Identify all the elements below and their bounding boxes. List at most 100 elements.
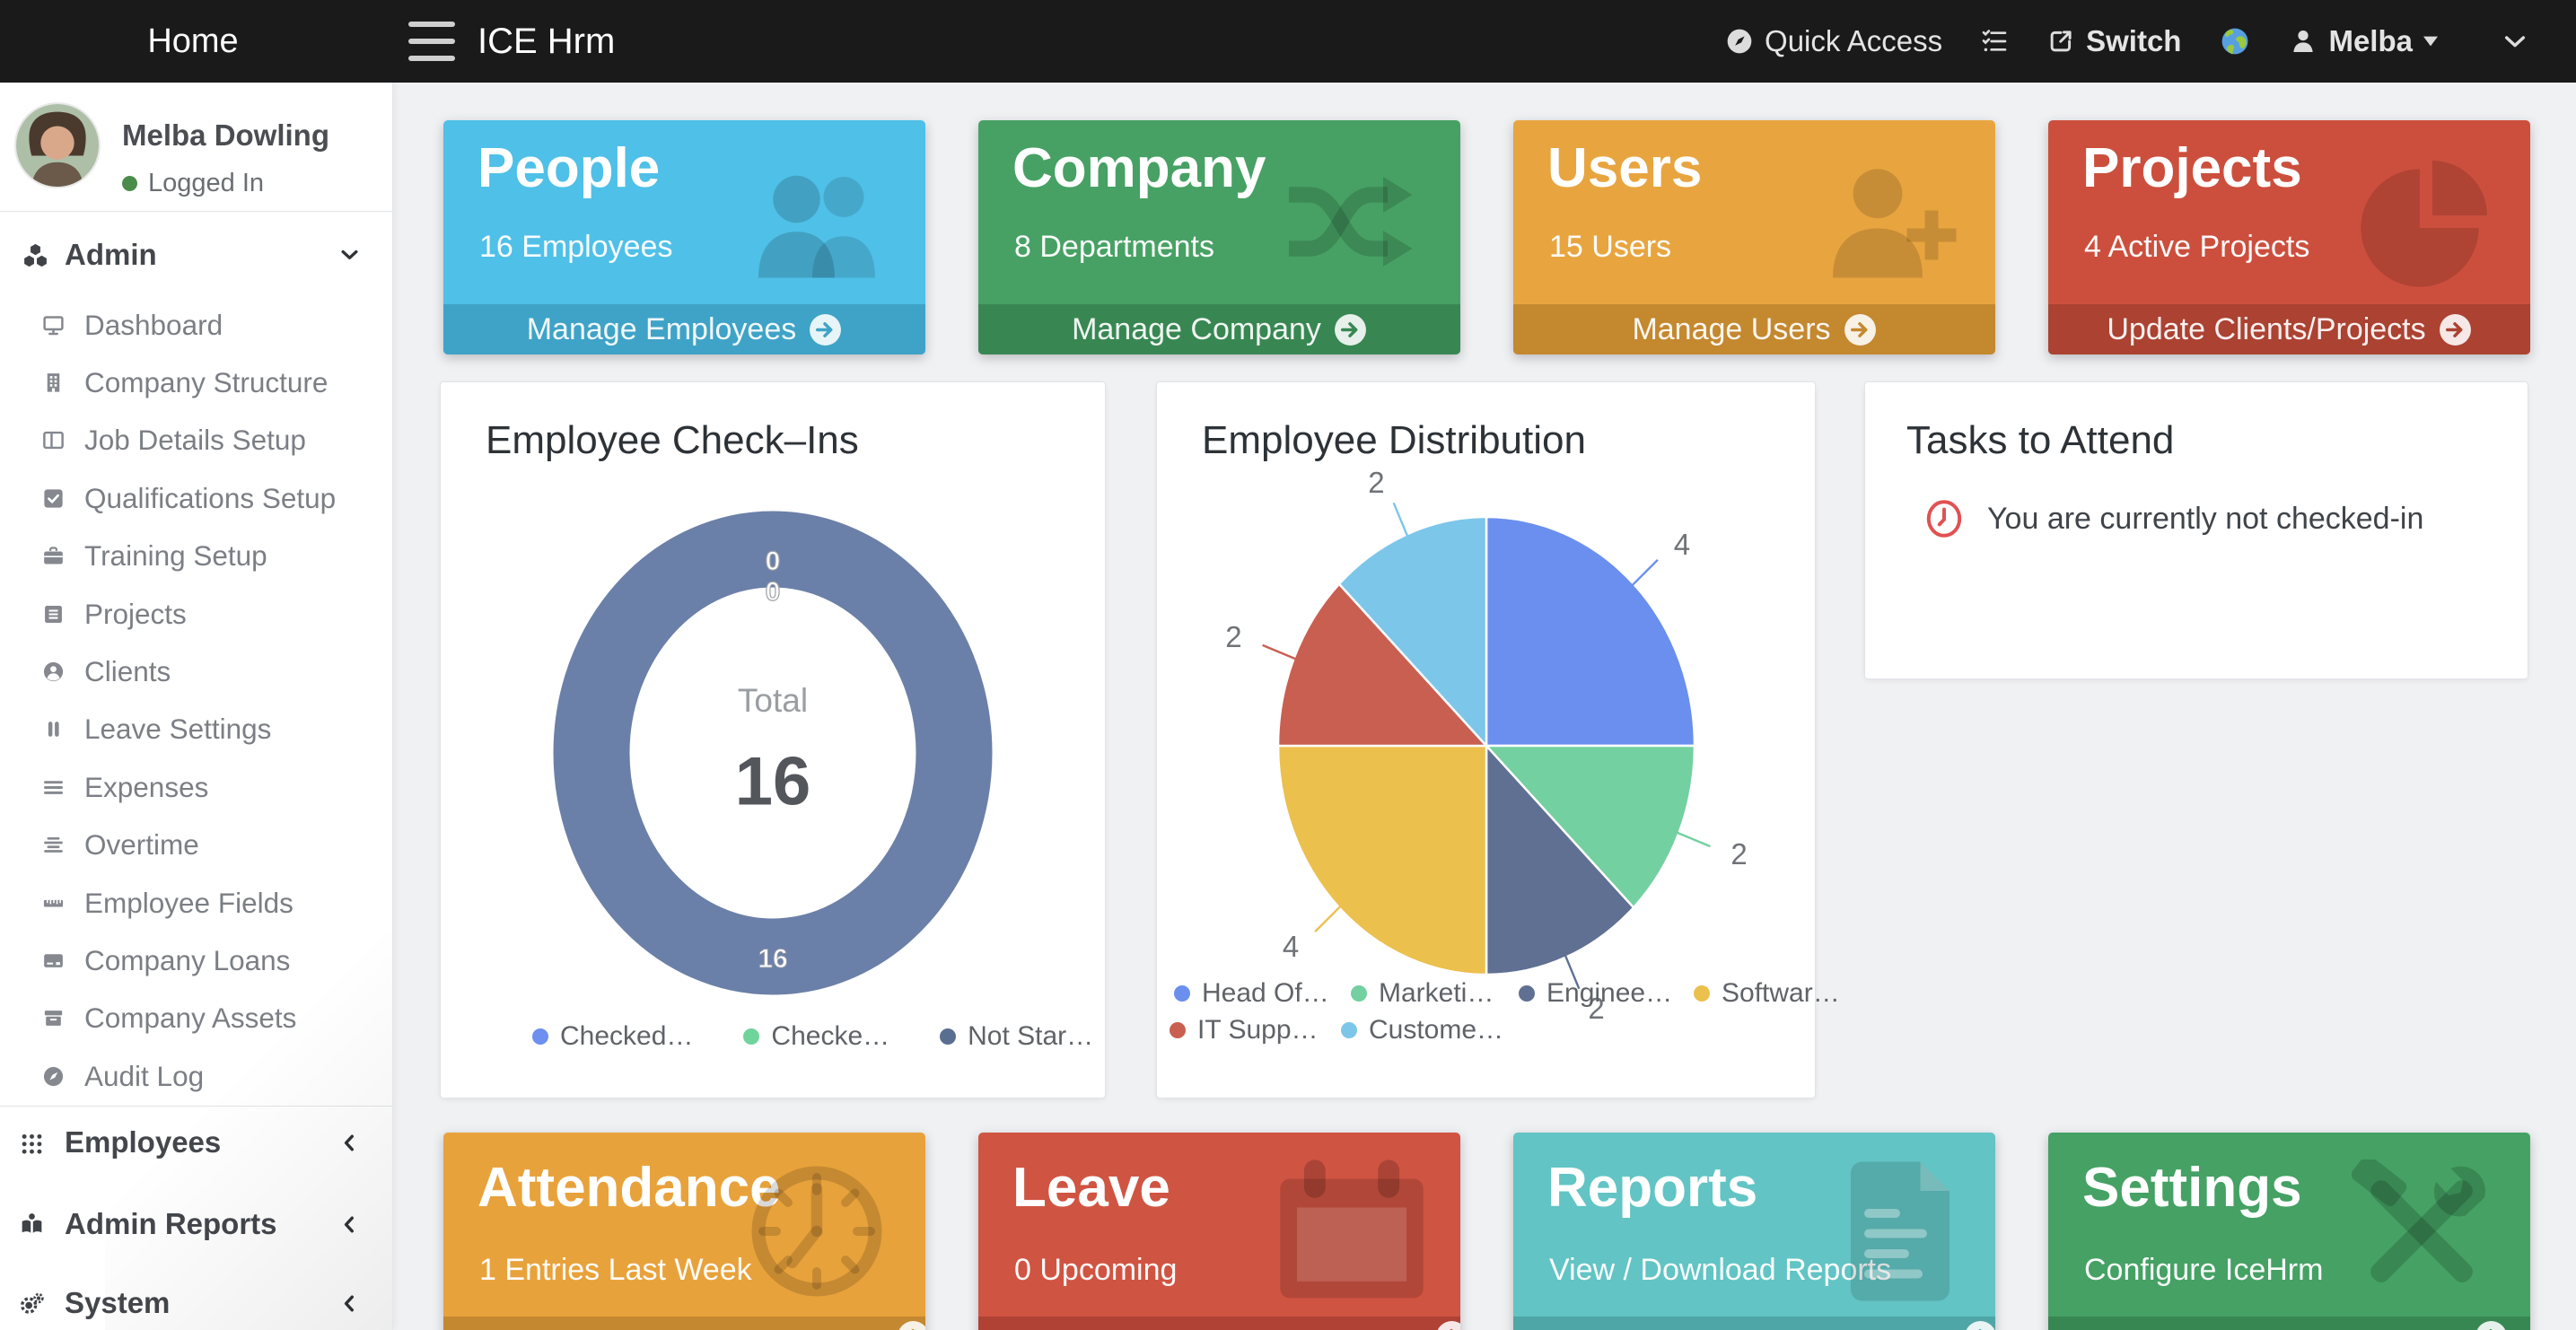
switch-button[interactable]: Switch — [2046, 24, 2181, 58]
sidebar-item-employee-fields[interactable]: Employee Fields — [0, 874, 392, 932]
card-subtitle: 15 Users — [1549, 230, 1672, 264]
sidebar-section-label: Admin Reports — [65, 1207, 277, 1240]
sidebar-item-company-assets[interactable]: Company Assets — [0, 990, 392, 1047]
donut-value-label: 0 — [765, 546, 781, 576]
card-settings[interactable]: Settings Configure IceHrm — [2048, 1133, 2530, 1330]
distribution-legend: Head Of… Marketi… Enginee… Softwar… IT S… — [1157, 382, 1840, 1098]
sidebar-item-projects[interactable]: Projects — [0, 585, 392, 643]
sidebar-section-label: Employees — [65, 1125, 222, 1159]
arrow-circle-icon — [810, 313, 842, 346]
sidebar-item-audit-log[interactable]: Audit Log — [0, 1047, 392, 1105]
legend-item[interactable]: Custome… — [1341, 1015, 1503, 1046]
card-reports[interactable]: Reports View / Download Reports — [1513, 1133, 1995, 1330]
legend-item[interactable]: Not Star… — [940, 1021, 1093, 1052]
sidebar-section-employees[interactable]: Employees — [0, 1117, 392, 1168]
switch-label: Switch — [2086, 24, 2182, 57]
sidebar-item-job-details-setup[interactable]: Job Details Setup — [0, 412, 392, 469]
distribution-pie-chart[interactable]: 4 2 2 4 2 2 — [1211, 466, 1767, 1064]
pie-slice[interactable] — [1485, 515, 1696, 748]
card-leave[interactable]: Leave 0 Upcoming — [978, 1133, 1460, 1330]
hamburger-menu-icon[interactable] — [408, 22, 455, 61]
pie-label-line — [1392, 502, 1409, 538]
caret-down-icon — [2423, 36, 2438, 47]
checkins-donut-chart[interactable]: 0 0 16 Total 16 — [495, 475, 1051, 1031]
sidebar-item-leave-settings[interactable]: Leave Settings — [0, 701, 392, 758]
card-company[interactable]: Company 8 Departments Manage Company — [978, 120, 1460, 354]
pie-chart-icon — [2361, 161, 2487, 287]
legend-item[interactable]: Enginee… — [1519, 978, 1672, 1009]
legend-label: Checked… — [560, 1021, 694, 1051]
legend-item[interactable]: Checke… — [743, 1021, 889, 1052]
user-menu[interactable]: Melba — [2289, 24, 2438, 58]
collapse-navbar-chevron-icon[interactable] — [2501, 27, 2529, 56]
legend-dot-icon — [1351, 985, 1367, 1002]
sidebar-item-dashboard[interactable]: Dashboard — [0, 296, 392, 354]
sidebar-section-admin-reports[interactable]: Admin Reports — [0, 1199, 392, 1249]
sidebar-item-training-setup[interactable]: Training Setup — [0, 528, 392, 585]
sidebar-item-label: Training Setup — [84, 539, 267, 573]
legend-item[interactable]: Softwar… — [1694, 978, 1840, 1009]
arrow-circle-icon — [2476, 1321, 2506, 1330]
sidebar-section-system[interactable]: System — [0, 1278, 392, 1328]
compass-icon — [43, 1066, 64, 1086]
sidebar-item-expenses[interactable]: Expenses — [0, 758, 392, 816]
sidebar-item-clients[interactable]: Clients — [0, 643, 392, 700]
nav-home-link[interactable]: Home — [147, 22, 239, 60]
card-footer-link[interactable] — [978, 1317, 1460, 1330]
shuffle-icon — [1289, 177, 1413, 267]
card-subtitle: 0 Upcoming — [1014, 1253, 1178, 1287]
pie-label-line — [1631, 558, 1659, 587]
sidebar-item-label: Job Details Setup — [84, 424, 306, 457]
card-projects[interactable]: Projects 4 Active Projects Update Client… — [2048, 120, 2530, 354]
clock-alert-icon — [1926, 500, 1962, 538]
card-footer-link[interactable] — [1513, 1317, 1995, 1330]
globe-language-icon[interactable] — [2219, 25, 2251, 57]
pie-value-label: 2 — [1368, 466, 1385, 500]
pie-slice[interactable] — [1276, 744, 1488, 976]
check-square-icon — [44, 489, 63, 508]
card-footer-link[interactable]: Manage Employees — [443, 304, 925, 354]
card-footer-link[interactable] — [2048, 1317, 2530, 1330]
sidebar-section-admin[interactable]: Admin — [0, 230, 392, 280]
switch-icon — [2050, 31, 2072, 52]
user-icon — [2293, 31, 2314, 52]
divider — [0, 1106, 392, 1107]
tools-icon — [2351, 1159, 2485, 1282]
checkins-legend: Checked… Checke… Not Star… — [532, 1021, 1093, 1052]
sidebar-item-qualifications-setup[interactable]: Qualifications Setup — [0, 469, 392, 527]
legend-item[interactable]: Checked… — [532, 1021, 693, 1052]
align-lines-icon — [44, 837, 63, 853]
legend-item[interactable]: Marketi… — [1351, 978, 1494, 1009]
chevron-left-icon — [344, 1134, 354, 1151]
sidebar-item-label: Company Structure — [84, 366, 329, 399]
legend-item[interactable]: Head Of… — [1174, 978, 1329, 1009]
legend-dot-icon — [1519, 985, 1535, 1002]
user-plus-icon — [1833, 169, 1957, 278]
top-navbar: Home ICE Hrm Quick Access Switch — [0, 0, 2576, 83]
card-footer-label: Manage Users — [1632, 311, 1831, 346]
card-attendance[interactable]: Attendance 1 Entries Last Week — [443, 1133, 925, 1330]
card-people[interactable]: People 16 Employees Manage Employees — [443, 120, 925, 354]
legend-label: Custome… — [1369, 1015, 1504, 1045]
card-title: Attendance — [478, 1157, 781, 1219]
card-footer-link[interactable]: Manage Company — [978, 304, 1460, 354]
quick-access-button[interactable]: Quick Access — [1725, 24, 1942, 58]
panel-title: Tasks to Attend — [1906, 418, 2175, 462]
task-list-icon[interactable] — [1980, 27, 2009, 56]
card-footer-link[interactable] — [443, 1317, 925, 1330]
card-footer-link[interactable]: Update Clients/Projects — [2048, 304, 2530, 354]
sidebar-item-overtime[interactable]: Overtime — [0, 817, 392, 874]
legend-label: Head Of… — [1202, 978, 1329, 1008]
card-title: Leave — [1012, 1157, 1170, 1219]
card-users[interactable]: Users 15 Users Manage Users — [1513, 120, 1995, 354]
sidebar-item-company-structure[interactable]: Company Structure — [0, 354, 392, 411]
sidebar-item-label: Dashboard — [84, 308, 223, 341]
logged-in-dot-icon — [122, 176, 137, 191]
sidebar-item-label: Expenses — [84, 770, 209, 803]
card-title: Projects — [2082, 137, 2302, 199]
sidebar-item-label: Clients — [84, 655, 171, 688]
sidebar-item-company-loans[interactable]: Company Loans — [0, 932, 392, 989]
legend-dot-icon — [743, 1028, 760, 1045]
card-footer-link[interactable]: Manage Users — [1513, 304, 1995, 354]
legend-item[interactable]: IT Supp… — [1170, 1015, 1319, 1046]
